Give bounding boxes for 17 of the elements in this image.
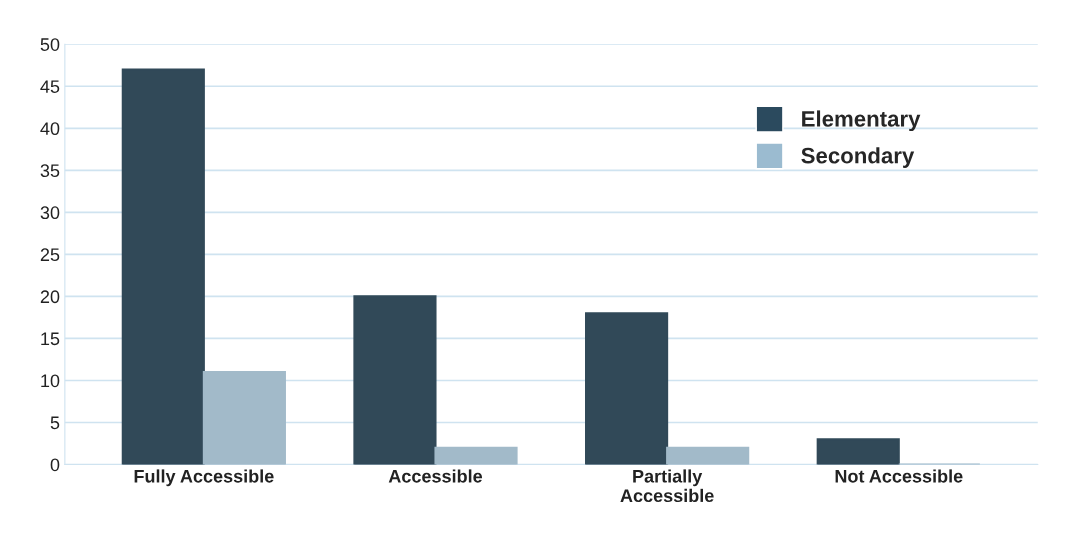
- legend-label: Elementary: [802, 110, 921, 132]
- x-tick-label: Fully Accessible: [134, 469, 274, 487]
- y-tick-label: 0: [50, 458, 60, 472]
- y-tick-label: 15: [41, 332, 60, 346]
- y-tick-label: 50: [40, 38, 60, 51]
- y-tick-label: 30: [40, 206, 60, 220]
- y-tick-label: 45: [40, 80, 60, 93]
- y-tick-label: 20: [40, 290, 60, 304]
- y-tick-label: 5: [50, 416, 60, 430]
- y-tick-label: 25: [40, 248, 60, 262]
- legend-label: Secondary: [801, 147, 915, 168]
- x-tick-label: Accessible: [388, 469, 483, 483]
- y-tick-label: 40: [40, 122, 60, 136]
- x-tick-label: Not Accessible: [835, 469, 963, 483]
- y-tick-label: 35: [40, 164, 60, 178]
- x-tick-label: Partially Accessible: [620, 469, 714, 503]
- y-tick-label: 10: [41, 374, 60, 388]
